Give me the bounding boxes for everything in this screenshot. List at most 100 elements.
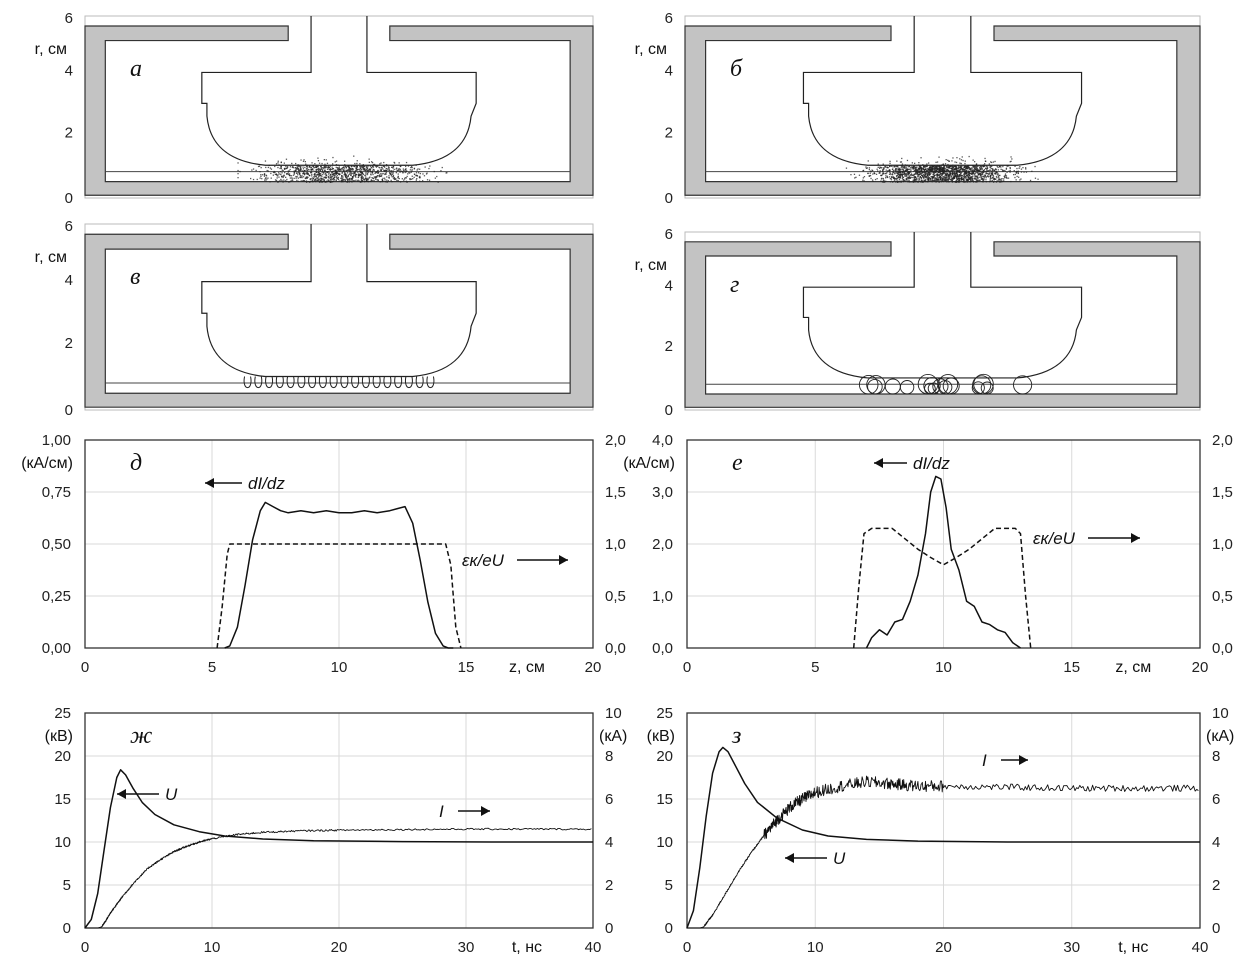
beam-particle [314,171,315,172]
beam-particle [917,171,918,172]
beam-particle [259,171,260,172]
y2-tick-label: 8 [605,748,613,765]
beam-particle [891,166,892,167]
beam-particle [1031,171,1032,172]
beam-particle [260,176,261,177]
beam-particle [974,175,975,176]
beam-particle [409,172,410,173]
beam-particle [280,179,281,180]
beam-particle [310,181,311,182]
beam-particle [271,169,272,170]
beam-particle [901,169,902,170]
beam-particle [911,177,912,178]
beam-particle [405,168,406,169]
beam-particle [946,169,947,170]
beam-particle [986,166,987,167]
beam-particle [336,177,337,178]
beam-particle [889,165,890,166]
beam-particle [283,175,284,176]
beam-particle [980,176,981,177]
beam-particle [434,171,435,172]
beam-particle [265,177,266,178]
y-tick-label: 0 [63,920,71,937]
device-panel-v: 6420r, смв [35,218,593,419]
beam-particle [359,163,360,164]
beam-particle [335,161,336,162]
beam-particle [986,169,987,170]
beam-particle [882,170,883,171]
beam-particle [429,165,430,166]
beam-particle [910,172,911,173]
beam-particle [407,173,408,174]
beam-particle [964,169,965,170]
beam-particle [372,166,373,167]
beam-particle [1006,175,1007,176]
beam-particle [237,162,238,163]
beam-particle [324,170,325,171]
beam-particle [974,161,975,162]
x-tick-label: 5 [811,659,819,676]
beam-particle [947,173,948,174]
beam-particle [277,182,278,183]
x-tick-label: 10 [331,659,348,676]
beam-particle [862,170,863,171]
y-axis-label: (кВ) [647,728,675,745]
beam-particle [959,174,960,175]
x-tick-label: 10 [807,939,824,956]
beam-particle [361,176,362,177]
beam-particle [889,163,890,164]
beam-particle [347,176,348,177]
beam-particle [305,181,306,182]
beam-particle [341,178,342,179]
beam-particle [963,181,964,182]
x-tick-label: 20 [331,939,348,956]
beam-particle [959,172,960,173]
beam-particle [406,181,407,182]
beam-particle [932,181,933,182]
beam-particle [370,168,371,169]
beam-particle [923,177,924,178]
beam-particle [353,181,354,182]
beam-particle [1006,169,1007,170]
beam-particle [937,169,938,170]
beam-particle [876,174,877,175]
beam-particle [966,172,967,173]
y2-tick-label: 6 [605,791,613,808]
beam-particle [336,167,337,168]
beam-particle [422,173,423,174]
beam-particle [929,171,930,172]
beam-particle [997,167,998,168]
beam-particle [938,169,939,170]
beam-particle [879,168,880,169]
beam-particle [991,162,992,163]
beam-particle [347,179,348,180]
beam-particle [972,170,973,171]
beam-particle [417,175,418,176]
beam-particle [1000,179,1001,180]
beam-particle [306,182,307,183]
beam-particle [344,174,345,175]
beam-particle [998,169,999,170]
beam-particle [892,174,893,175]
beam-particle [943,178,944,179]
beam-particle [320,169,321,170]
beam-particle [996,181,997,182]
beam-particle [895,178,896,179]
beam-particle [347,172,348,173]
beam-particle [405,170,406,171]
beam-particle [446,172,447,173]
beam-particle [963,178,964,179]
beam-particle [934,172,935,173]
beam-particle [935,162,936,163]
x-tick-label: 20 [585,659,602,676]
beam-particle [870,171,871,172]
beam-particle [993,182,994,183]
beam-particle [1014,177,1015,178]
beam-particle [889,176,890,177]
beam-particle [970,181,971,182]
beam-particle [1010,161,1011,162]
beam-particle [409,178,410,179]
beam-particle [914,181,915,182]
beam-particle [900,170,901,171]
beam-particle [396,180,397,181]
